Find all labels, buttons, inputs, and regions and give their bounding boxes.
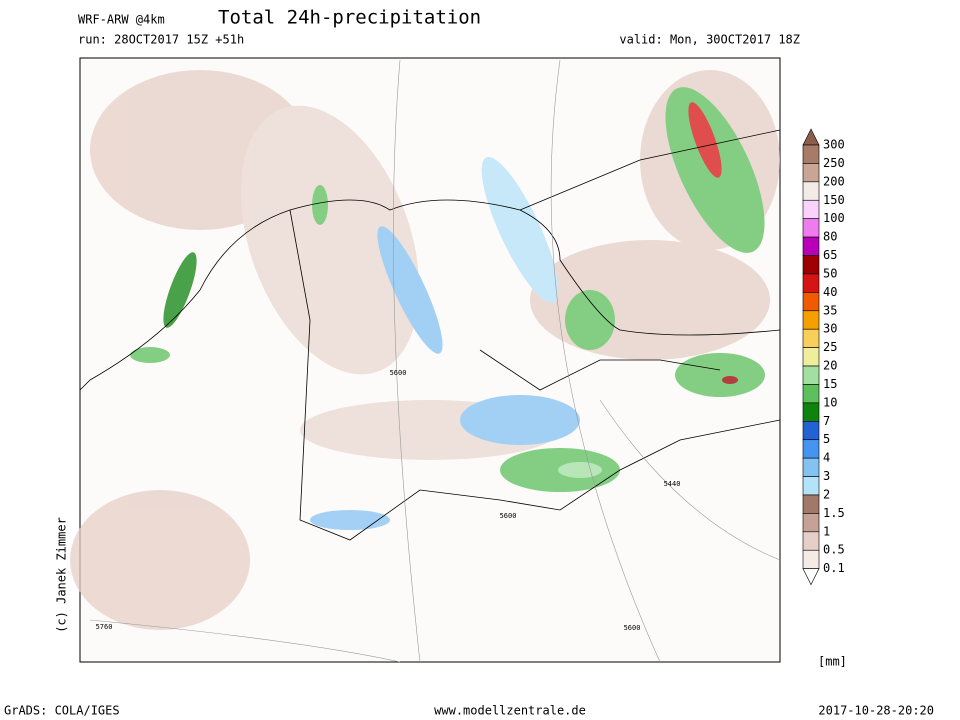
valid-label: valid: Mon, 30OCT2017 18Z bbox=[619, 33, 800, 47]
colorbar-label: 25 bbox=[823, 340, 837, 354]
colorbar-segment bbox=[802, 310, 820, 330]
colorbar-label: 65 bbox=[823, 248, 837, 262]
colorbar-segment bbox=[802, 384, 820, 404]
colorbar-label: 35 bbox=[823, 303, 837, 317]
footer-center: www.modellzentrale.de bbox=[434, 704, 586, 718]
colorbar-label: 3 bbox=[823, 469, 830, 483]
colorbar-label: 200 bbox=[823, 174, 845, 188]
colorbar-segment bbox=[802, 273, 820, 293]
footer-left: GrADS: COLA/IGES bbox=[4, 704, 120, 718]
colorbar-label: 150 bbox=[823, 193, 845, 207]
colorbar-label: 15 bbox=[823, 377, 837, 391]
colorbar-segment bbox=[802, 163, 820, 183]
colorbar-segment bbox=[802, 236, 820, 256]
colorbar-segment bbox=[802, 439, 820, 459]
colorbar-segment bbox=[802, 144, 820, 164]
colorbar-segment bbox=[802, 420, 820, 441]
colorbar-label: 2 bbox=[823, 487, 830, 501]
colorbar-segment bbox=[802, 494, 820, 514]
colorbar-label: 0.5 bbox=[823, 543, 845, 557]
precip-field bbox=[70, 70, 780, 630]
colorbar-label: 20 bbox=[823, 359, 837, 373]
colorbar-segment bbox=[802, 457, 820, 477]
colorbar-label: 10 bbox=[823, 395, 837, 409]
run-label: run: 28OCT2017 15Z +51h bbox=[78, 33, 244, 47]
legend-unit: [mm] bbox=[818, 655, 847, 669]
colorbar-segment bbox=[802, 402, 820, 422]
colorbar-label: 50 bbox=[823, 266, 837, 280]
colorbar-label: 30 bbox=[823, 322, 837, 336]
colorbar-label: 300 bbox=[823, 138, 845, 152]
colorbar-segment bbox=[802, 328, 820, 348]
colorbar-label: 80 bbox=[823, 230, 837, 244]
contours bbox=[89, 59, 781, 663]
colorbar-bottom bbox=[802, 568, 820, 586]
colorbar-label: 40 bbox=[823, 285, 837, 299]
credit: (c) Janek Zimmer bbox=[55, 517, 69, 633]
colorbar: 300 250 200 150 100 80 65 50 40 35 30 25 20 15 10 7 5 4 3 2… bbox=[802, 128, 845, 586]
map-title: Total 24h-precipitation bbox=[218, 7, 481, 29]
colorbar-label: 0.1 bbox=[823, 561, 845, 575]
colorbar-label: 250 bbox=[823, 156, 845, 170]
colorbar-segment bbox=[802, 513, 820, 533]
contour-label: 5440 bbox=[664, 480, 681, 488]
map-area: 5600 5440 5600 5600 5760 bbox=[70, 57, 781, 663]
colorbar-label: 1 bbox=[823, 524, 830, 538]
contour-label: 5600 bbox=[624, 624, 641, 632]
colorbar-segment bbox=[802, 347, 820, 367]
footer-right: 2017-10-28-20:20 bbox=[818, 704, 934, 718]
colorbar-label: 7 bbox=[823, 414, 830, 428]
colorbar-label: 100 bbox=[823, 211, 845, 225]
colorbar-label: 4 bbox=[823, 451, 830, 465]
borders bbox=[79, 129, 781, 541]
contour-label: 5600 bbox=[390, 369, 407, 377]
colorbar-segment bbox=[802, 218, 820, 238]
colorbar-segment bbox=[802, 199, 820, 219]
colorbar-segment bbox=[802, 531, 820, 551]
contour-label: 5760 bbox=[96, 623, 113, 631]
colorbar-segment bbox=[802, 255, 820, 275]
colorbar-segment bbox=[802, 365, 820, 385]
contour-label: 5600 bbox=[500, 512, 517, 520]
colorbar-segment bbox=[802, 476, 820, 496]
colorbar-segment bbox=[802, 549, 820, 569]
model-label: WRF-ARW @4km bbox=[78, 13, 165, 27]
colorbar-segment bbox=[802, 181, 820, 201]
colorbar-top bbox=[802, 128, 820, 146]
colorbar-label: 5 bbox=[823, 432, 830, 446]
colorbar-label: 1.5 bbox=[823, 506, 845, 520]
colorbar-segment bbox=[802, 292, 820, 312]
